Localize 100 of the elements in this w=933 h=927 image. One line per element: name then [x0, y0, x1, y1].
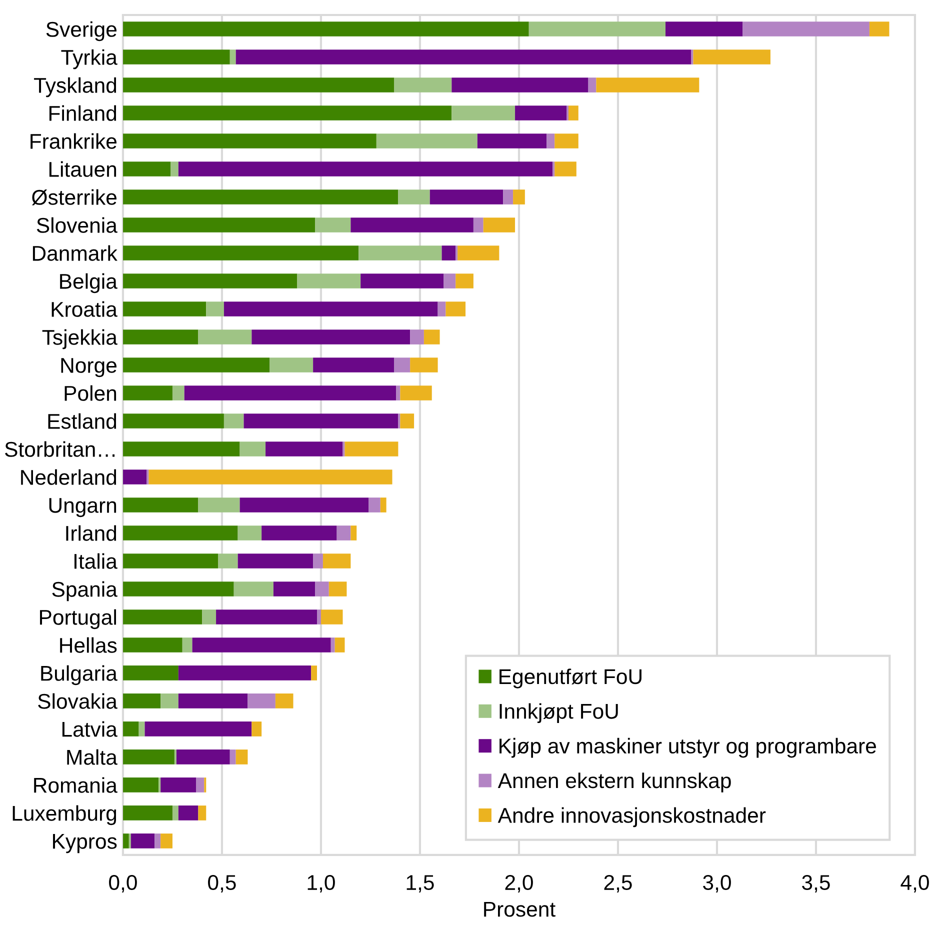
bar [334, 638, 345, 652]
y-tick-label: Slovenia [36, 217, 118, 233]
bar [396, 386, 400, 400]
bar [360, 274, 444, 288]
bar [513, 190, 525, 204]
bar [262, 526, 337, 540]
y-tick-label: Spania [52, 581, 118, 602]
bar [430, 190, 504, 204]
bar [172, 806, 178, 820]
bar [313, 554, 323, 568]
bar [503, 190, 514, 204]
bar [178, 806, 198, 820]
bar [330, 638, 335, 652]
bar [178, 666, 312, 680]
bar [122, 106, 452, 120]
bar [311, 666, 318, 680]
bar [224, 302, 438, 316]
bar [192, 638, 331, 652]
bar [400, 414, 414, 428]
bar [400, 386, 432, 400]
legend-label: Annen ekstern kunnskap [498, 772, 731, 792]
bar [122, 610, 202, 624]
bar [236, 50, 692, 64]
bar [178, 162, 553, 176]
bar [170, 162, 178, 176]
x-tick-label: 2,5 [604, 874, 632, 893]
x-tick-label: 4,0 [900, 874, 929, 893]
bar [458, 246, 500, 260]
bar [666, 22, 743, 36]
bar [424, 330, 440, 344]
bar [122, 778, 159, 792]
y-tick-label: Portugal [40, 609, 116, 630]
y-tick-label: Storbritan… [5, 441, 115, 457]
bar [122, 806, 172, 820]
bar [528, 22, 666, 36]
bar [368, 498, 380, 512]
bar [122, 134, 376, 148]
bar [182, 638, 192, 652]
bar [394, 358, 410, 372]
legend-label: Egenutført FoU [500, 668, 642, 688]
legend-label: Andre innovasjonskostnader [498, 807, 766, 828]
bar [178, 694, 248, 708]
bar [328, 582, 347, 596]
bar [358, 246, 442, 260]
x-axis-title: Prosent [484, 902, 556, 917]
bar [122, 218, 316, 232]
bar [122, 386, 172, 400]
y-tick-label: Polen [64, 385, 116, 401]
x-tick-label: 1,0 [308, 874, 335, 893]
bar [122, 498, 198, 512]
bar [198, 806, 206, 820]
bar [196, 778, 204, 792]
bar [122, 834, 129, 848]
x-tick-label: 0,5 [208, 874, 236, 893]
bar [350, 526, 357, 540]
y-tick-label: Norge [61, 358, 116, 378]
y-tick-label: Østerrike [32, 189, 116, 206]
bar [122, 274, 298, 288]
bar [122, 302, 206, 316]
bar [446, 302, 466, 316]
bar [394, 78, 452, 92]
x-tick-label: 1,5 [406, 875, 434, 893]
bar [252, 330, 410, 344]
bar [444, 274, 456, 288]
bar [252, 722, 262, 736]
bar [336, 526, 351, 540]
y-tick-label: Litauen [49, 161, 116, 177]
bar [148, 470, 392, 484]
bar [236, 750, 248, 764]
bar [693, 50, 770, 64]
bar [410, 330, 424, 344]
bar [122, 358, 270, 372]
bar [122, 330, 198, 344]
x-tick-label: 3,0 [703, 874, 731, 893]
bar [122, 78, 394, 92]
bar [172, 386, 184, 400]
y-tick-label: Ungarn [49, 498, 116, 518]
bar [313, 358, 394, 372]
bar [240, 498, 368, 512]
bar [266, 442, 343, 456]
x-tick-label: 3,5 [802, 874, 830, 893]
bar [122, 246, 359, 260]
bar [483, 218, 516, 232]
y-tick-label: Tyskland [34, 77, 116, 98]
bar [230, 750, 236, 764]
bar [122, 414, 224, 428]
bar [275, 694, 294, 708]
bar [438, 302, 446, 316]
bar [568, 106, 578, 120]
bar [238, 526, 262, 540]
bar [206, 302, 224, 316]
bar [144, 722, 252, 736]
y-tick-label: Irland [66, 525, 116, 541]
y-tick-label: Frankrike [30, 133, 116, 149]
bar [315, 582, 329, 596]
y-tick-label: Tsjekkia [42, 329, 118, 350]
bar [315, 218, 351, 232]
bar [202, 610, 216, 624]
x-tick-label: 0,0 [109, 874, 137, 893]
bar [154, 834, 161, 848]
